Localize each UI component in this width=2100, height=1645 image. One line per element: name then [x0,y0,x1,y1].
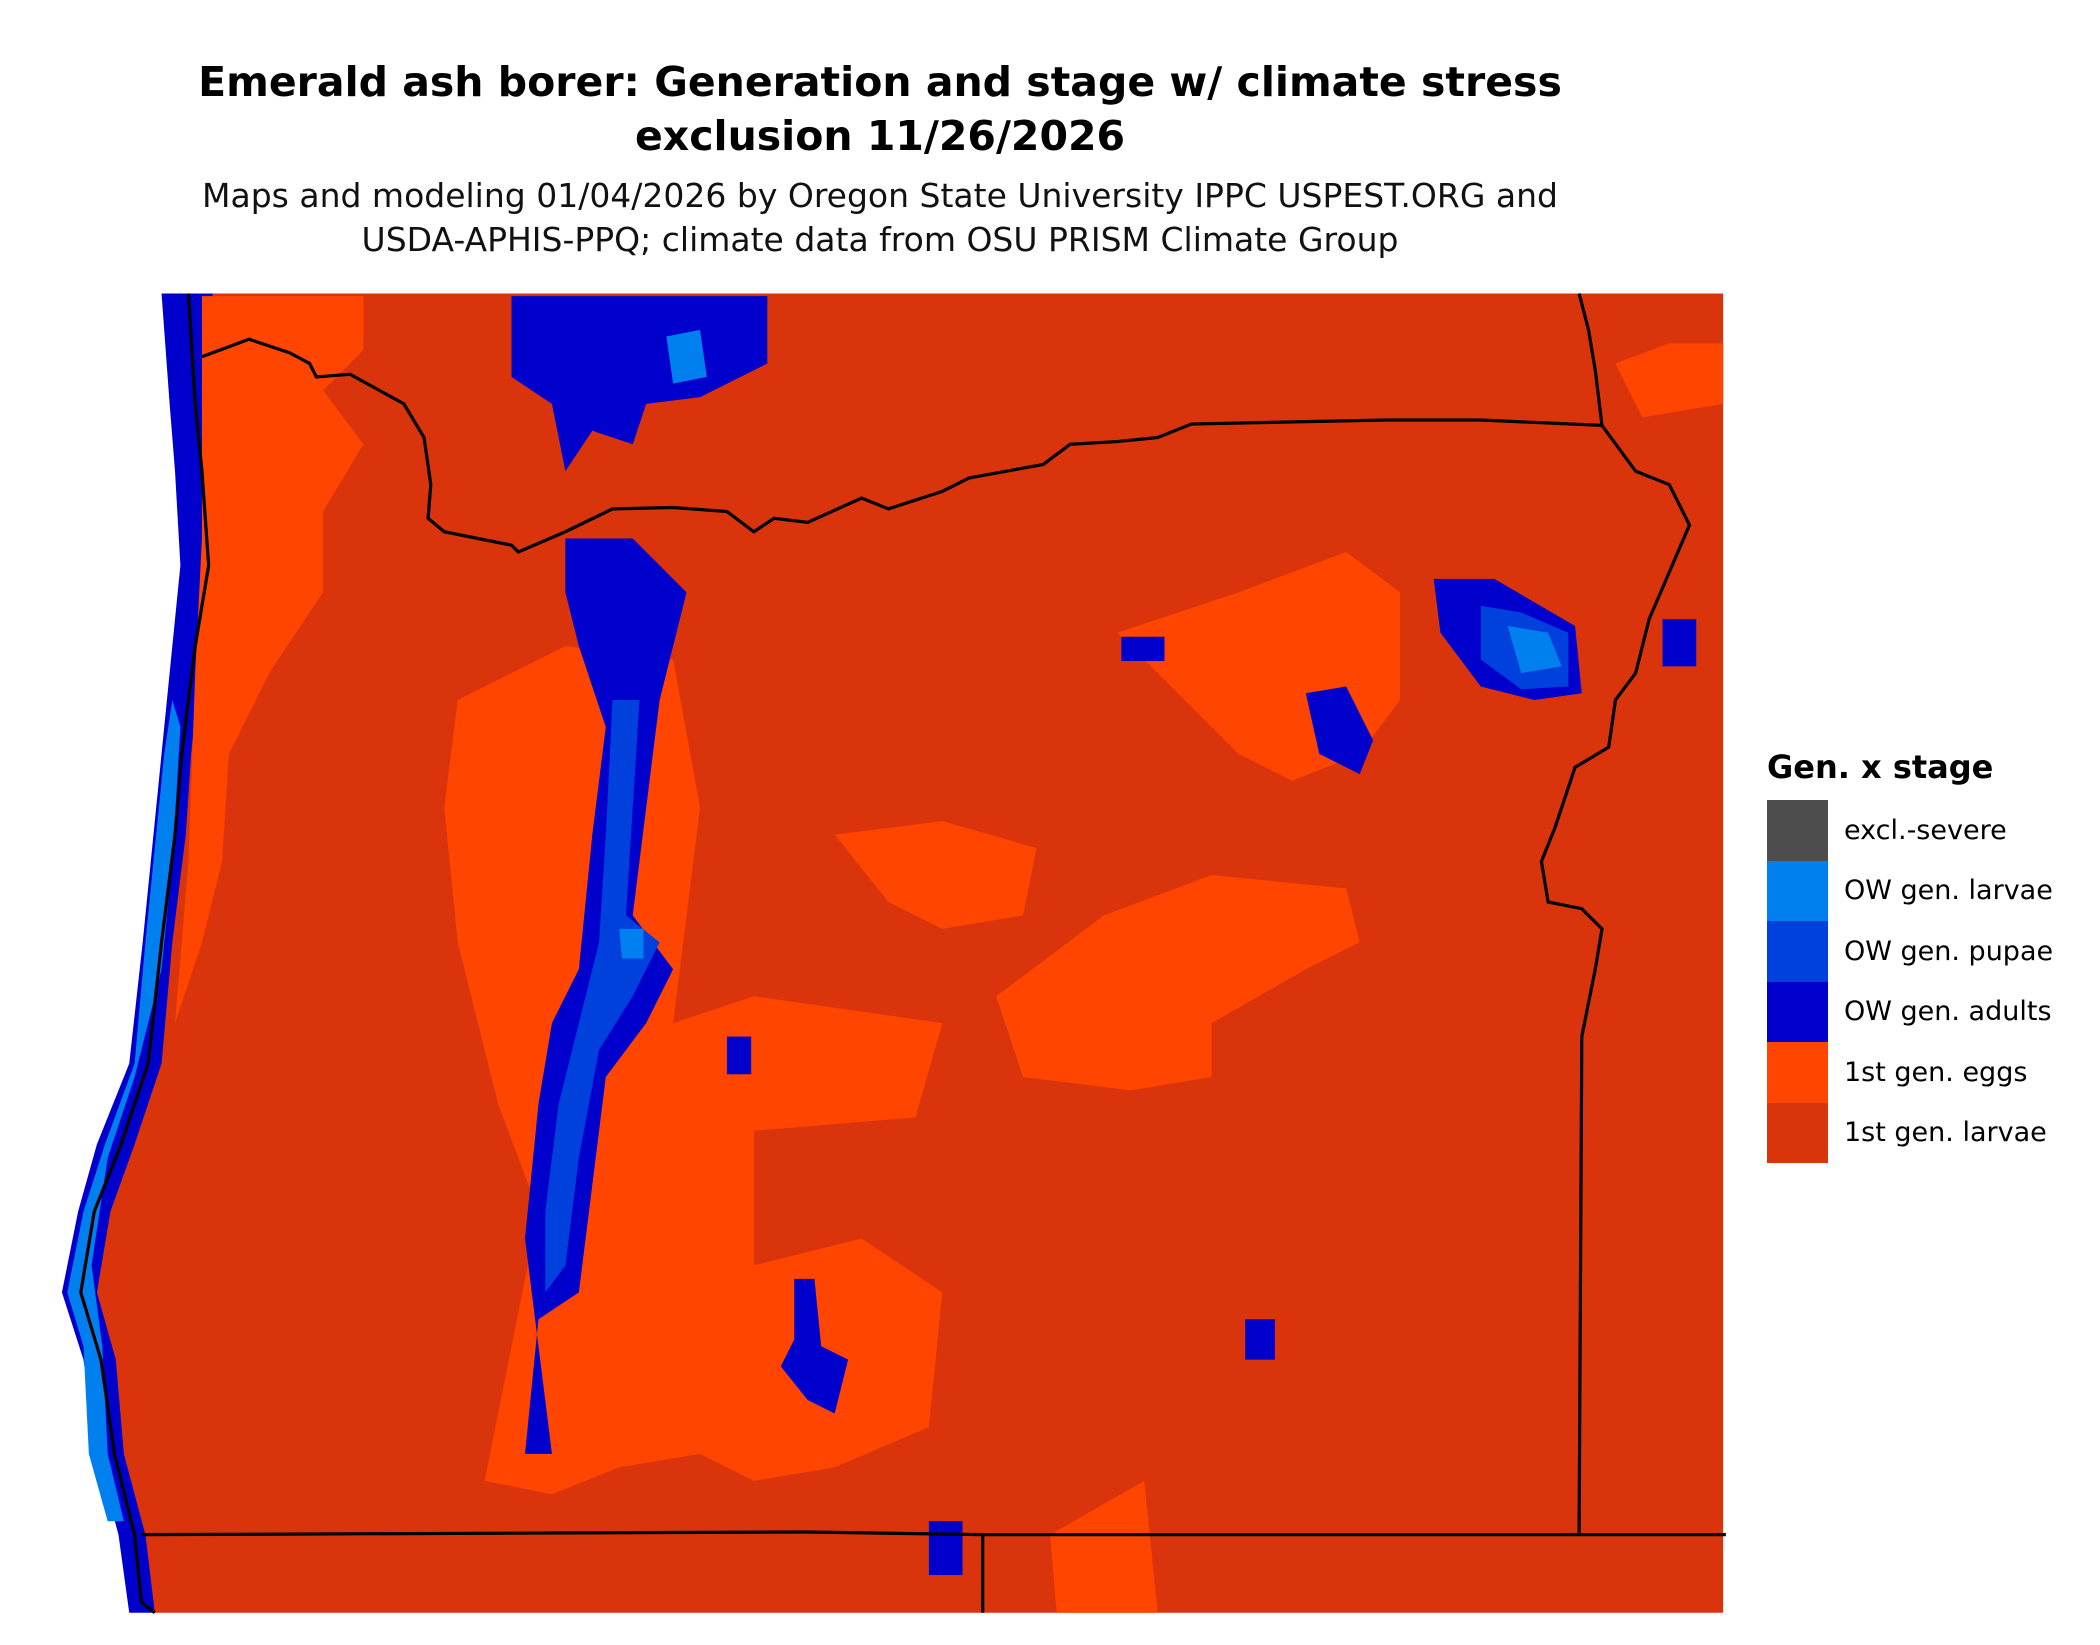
region-ow-adults-gorge [511,296,768,472]
map-subtitle-line2: USDA-APHIS-PPQ; climate data from OSU PR… [361,220,1399,259]
legend-item: 1st gen. larvae [1767,1102,2053,1163]
region-ow-adults-blues [1305,686,1374,775]
legend-swatch [1767,981,1828,1042]
region-ow-adults-patch [1121,636,1165,661]
legend-swatch [1767,1102,1828,1163]
legend-title: Gen. x stage [1767,748,1994,786]
washington-idaho-boundary [1577,293,1604,426]
region-eggs-south [1050,1480,1158,1613]
legend-item: 1st gen. eggs [1767,1042,2053,1103]
legend: Gen. x stage excl.-severe OW gen. larvae O… [1767,748,2053,1163]
legend-swatch [1767,800,1828,861]
coastline [79,293,211,1615]
legend-label: OW gen. larvae [1844,875,2053,907]
legend-swatch [1767,1042,1828,1103]
region-ow-pupae-cascades [545,700,660,1293]
region-ow-larvae-cascades [619,928,644,959]
region-ow-adults-patch [1662,619,1697,667]
legend-label: 1st gen. eggs [1844,1056,2028,1088]
legend-item: OW gen. adults [1767,981,2053,1042]
region-ow-larvae-gorge [666,329,707,384]
legend-label: OW gen. adults [1844,996,2052,1028]
legend-item: excl.-severe [1767,800,2053,861]
legend-swatch [1767,921,1828,982]
legend-item: OW gen. pupae [1767,921,2053,982]
state-boundaries [79,293,1726,1615]
legend-item: OW gen. larvae [1767,860,2053,921]
region-ow-adults-south [780,1278,849,1414]
region-ow-adults-coast [61,293,216,1613]
region-ow-adults-patch [1245,1319,1275,1360]
map-title-line2: exclusion 11/26/2026 [634,112,1126,160]
region-eggs-midwest [834,821,1037,929]
legend-swatch [1767,860,1828,921]
columbia-river-boundary [201,337,1603,554]
map-title-line1: Emerald ash borer: Generation and stage … [198,58,1562,106]
region-ow-larvae-wallowa [1507,625,1562,674]
region-eggs-snake [1615,343,1724,418]
legend-label: excl.-severe [1844,814,2007,846]
region-eggs-coast-range [175,296,364,1024]
legend-label: 1st gen. larvae [1844,1117,2047,1149]
snake-river-boundary [1539,424,1692,1535]
region-ow-adults-patch [928,1521,963,1576]
region-ow-adults-patch [726,1036,752,1075]
region-eggs-central [996,875,1360,1091]
region-ow-larvae-coast [67,700,181,1522]
legend-label: OW gen. pupae [1844,935,2054,967]
map-subtitle-line1: Maps and modeling 01/04/2026 by Oregon S… [202,176,1558,215]
california-nevada-boundary [141,1530,1726,1537]
